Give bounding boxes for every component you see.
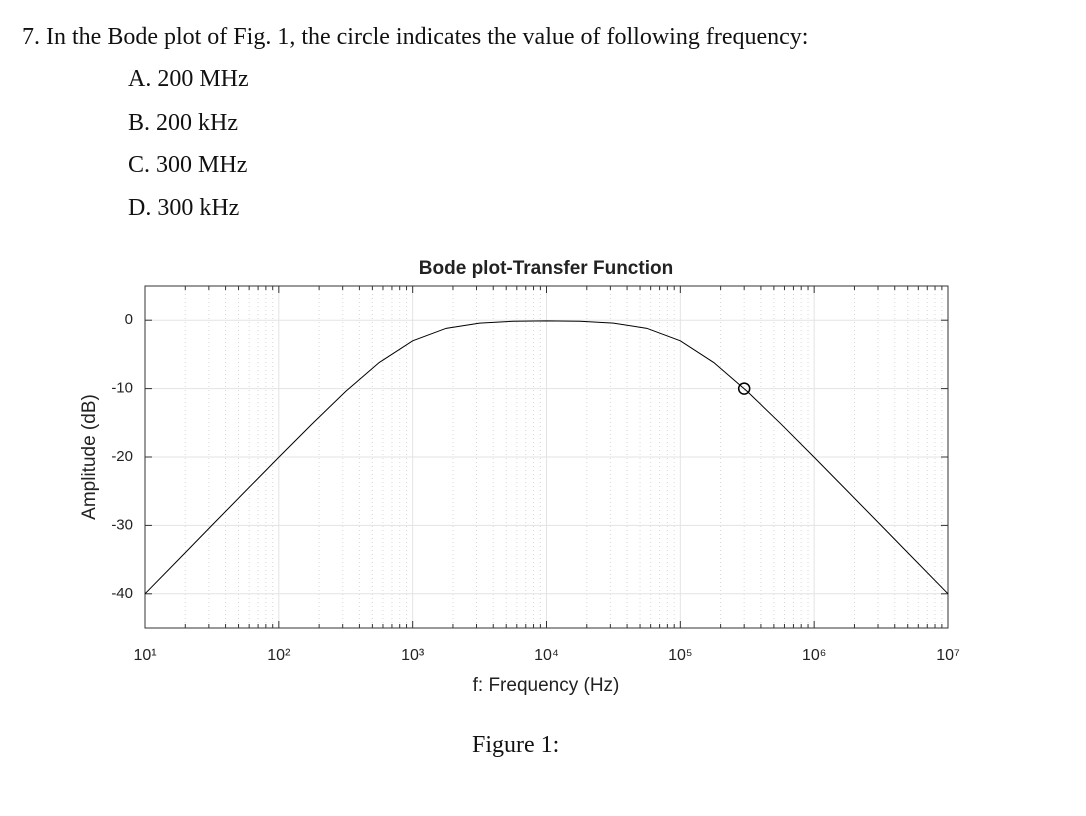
option-letter: C. bbox=[128, 152, 151, 178]
x-tick-label: 10⁷ bbox=[936, 647, 960, 664]
option-letter: D. bbox=[128, 195, 152, 221]
marker bbox=[737, 382, 751, 395]
option: B. 200 kHz bbox=[128, 110, 238, 137]
x-tick-label: 10³ bbox=[401, 647, 425, 664]
option-letter: B. bbox=[128, 110, 151, 136]
x-tick-label: 10² bbox=[267, 647, 291, 664]
question-text: In the Bode plot of Fig. 1, the circle i… bbox=[46, 24, 809, 50]
option: A. 200 MHz bbox=[128, 66, 249, 93]
option: C. 300 MHz bbox=[128, 152, 247, 179]
option-text: 300 kHz bbox=[157, 195, 240, 221]
y-tick-label: -20 bbox=[111, 448, 133, 465]
figure-caption: Figure 1: bbox=[472, 732, 560, 758]
question-number: 7. bbox=[22, 24, 40, 50]
x-tick-label: 10¹ bbox=[133, 647, 156, 664]
x-tick-label: 10⁵ bbox=[668, 647, 692, 664]
plot-frame bbox=[144, 285, 949, 629]
x-tick-label: 10⁶ bbox=[802, 647, 826, 664]
line bbox=[144, 320, 949, 595]
y-tick-label: -10 bbox=[111, 380, 133, 397]
y-tick-label: -30 bbox=[111, 516, 133, 533]
question: 7. In the Bode plot of Fig. 1, the circl… bbox=[22, 24, 808, 51]
x-tick-label: 10⁴ bbox=[534, 647, 559, 664]
y-tick-label: -40 bbox=[111, 585, 133, 602]
option-text: 200 MHz bbox=[157, 66, 249, 92]
option: D. 300 kHz bbox=[128, 195, 239, 222]
chart-title: Bode plot-Transfer Function bbox=[419, 258, 673, 279]
option-letter: A. bbox=[128, 66, 152, 92]
option-text: 200 kHz bbox=[156, 110, 238, 136]
y-axis-label: Amplitude (dB) bbox=[79, 394, 100, 520]
option-text: 300 MHz bbox=[156, 152, 248, 178]
y-tick-label: 0 bbox=[125, 311, 133, 328]
x-axis-label: f: Frequency (Hz) bbox=[473, 675, 620, 696]
